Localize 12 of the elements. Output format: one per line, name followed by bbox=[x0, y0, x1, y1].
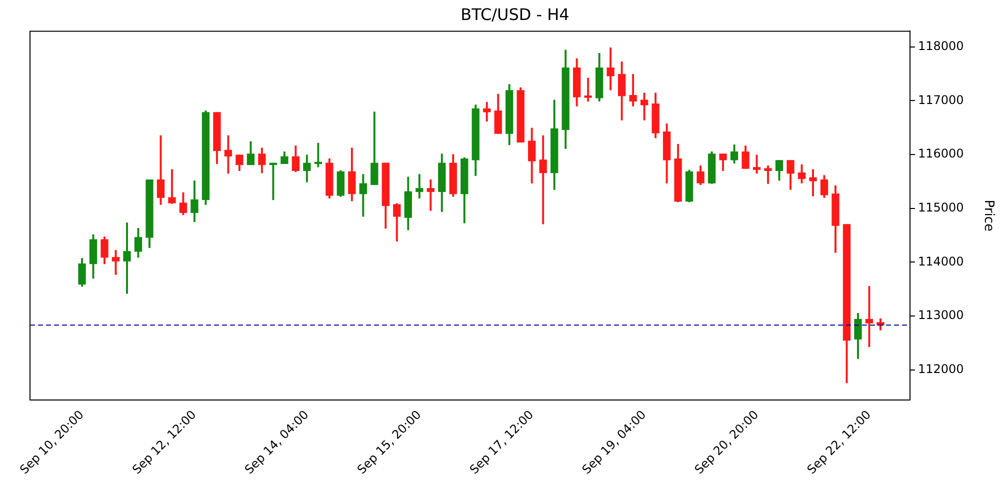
candlestick bbox=[584, 78, 592, 102]
y-tick-label: 117000 bbox=[918, 92, 964, 107]
y-tick-label: 112000 bbox=[918, 362, 964, 376]
y-axis-title: Price bbox=[980, 200, 996, 232]
chart-title: BTC/USD - H4 bbox=[460, 4, 570, 24]
y-tick-label: 118000 bbox=[918, 38, 964, 53]
candlestick bbox=[809, 169, 817, 196]
candlestick bbox=[314, 142, 322, 168]
y-tick-label: 116000 bbox=[918, 146, 964, 161]
y-tick-label: 113000 bbox=[918, 308, 964, 322]
y-tick-label: 114000 bbox=[918, 254, 964, 268]
y-tick-label: 115000 bbox=[918, 200, 964, 214]
